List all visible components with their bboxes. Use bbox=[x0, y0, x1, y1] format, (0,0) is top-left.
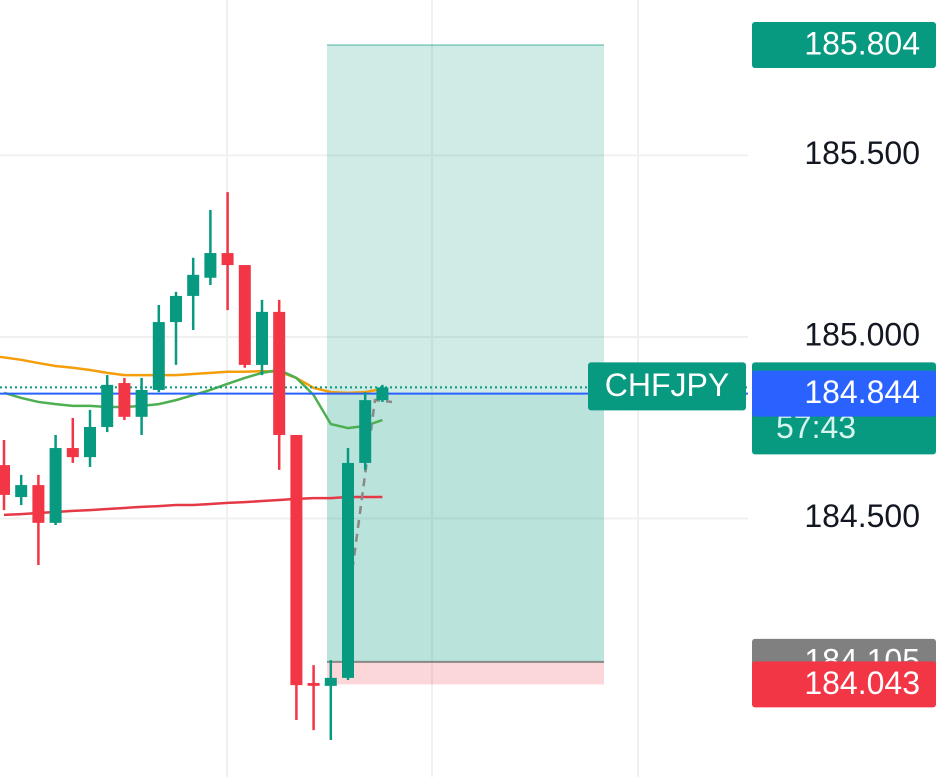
entry-tag bbox=[752, 370, 936, 417]
take-profit-label: 185.804 bbox=[804, 25, 920, 61]
stop-loss-label: 184.043 bbox=[804, 665, 920, 701]
open-profit-zone bbox=[327, 393, 604, 662]
candle-body bbox=[376, 387, 389, 401]
candle-body bbox=[15, 485, 28, 498]
candle-body bbox=[290, 434, 303, 686]
candle-body bbox=[307, 682, 320, 686]
candle-body bbox=[32, 485, 45, 523]
candle-body bbox=[342, 462, 354, 678]
symbol-label: CHFJPY bbox=[605, 367, 729, 403]
candle-body bbox=[84, 426, 96, 458]
candle-body bbox=[170, 295, 182, 323]
candle-body bbox=[49, 448, 62, 523]
candle-body bbox=[238, 265, 251, 365]
candle-body bbox=[221, 253, 234, 266]
symbol-tag bbox=[588, 362, 746, 411]
candle-body bbox=[66, 448, 79, 458]
candle-body bbox=[187, 274, 200, 296]
target-zone bbox=[327, 45, 604, 394]
moving-average bbox=[3, 368, 383, 430]
candle-body bbox=[118, 383, 131, 417]
candle-body bbox=[101, 384, 114, 427]
candle-body bbox=[324, 677, 337, 686]
take-profit-tag bbox=[752, 22, 936, 69]
moving-average bbox=[0, 355, 383, 395]
entry-label: 184.844 bbox=[804, 374, 920, 410]
y-tick-label: 184.500 bbox=[804, 498, 920, 534]
y-tick-label: 185.000 bbox=[804, 316, 920, 352]
projection bbox=[343, 398, 393, 626]
candle-body bbox=[152, 322, 165, 390]
candle-body bbox=[204, 253, 217, 278]
moving-average bbox=[3, 495, 383, 517]
stop-loss-tag bbox=[752, 661, 936, 708]
candle-body bbox=[135, 389, 148, 417]
stop-zone bbox=[327, 661, 604, 685]
candle-body bbox=[256, 311, 268, 365]
candle-body bbox=[359, 400, 372, 463]
candle-body bbox=[273, 311, 286, 435]
candle-body bbox=[0, 465, 10, 495]
y-tick-label: 185.500 bbox=[804, 135, 920, 171]
